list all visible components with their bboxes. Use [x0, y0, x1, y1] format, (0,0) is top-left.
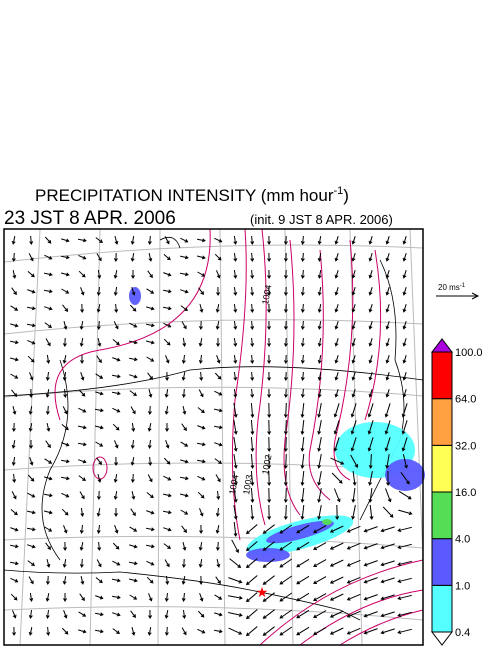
init-time: (init. 9 JST 8 APR. 2006)	[250, 212, 393, 227]
wind-arrows	[9, 235, 413, 637]
lake	[159, 236, 181, 249]
precipitation	[129, 287, 425, 562]
isobar	[283, 239, 301, 516]
colorbar-band	[431, 351, 453, 400]
isobar	[231, 228, 247, 541]
isobar-label: 1004	[227, 474, 240, 495]
title-close: )	[343, 186, 349, 205]
colorbar-label: 32.0	[455, 440, 476, 452]
wind-scale-arrow	[436, 292, 480, 300]
precip-area	[246, 548, 290, 562]
title-text: PRECIPITATION INTENSITY (mm hour	[35, 186, 334, 205]
map-frame	[3, 228, 424, 646]
colorbar-end	[430, 338, 454, 353]
colorbar-band	[431, 584, 453, 633]
wind-scale-label: 20 ms-1	[438, 283, 466, 292]
isobar	[92, 456, 108, 480]
isobar	[333, 239, 354, 481]
colorbar-label: 64.0	[455, 394, 476, 406]
isobar	[364, 249, 382, 421]
border-line	[3, 366, 424, 397]
coastline	[41, 359, 69, 561]
valid-time: 23 JST 8 APR. 2006	[4, 208, 176, 229]
colorbar-band	[431, 491, 453, 540]
colorbar-band	[431, 444, 453, 493]
colorbar-end	[430, 631, 454, 646]
colorbar-label: 16.0	[455, 487, 476, 499]
isobar	[308, 249, 331, 501]
colorbar-label: 4.0	[455, 534, 470, 546]
isobar	[54, 228, 211, 421]
colorbar-band	[431, 538, 453, 586]
map: 1004 1004 1003 1002 ★	[3, 228, 425, 646]
title: PRECIPITATION INTENSITY (mm hour-1)	[35, 185, 349, 205]
isobar-label: 1002	[260, 454, 273, 475]
isobar-label: 1003	[241, 474, 254, 495]
isobar	[259, 559, 424, 646]
wind-arrow-field	[9, 235, 413, 637]
coastline	[3, 569, 361, 621]
title-exponent: -1	[333, 185, 343, 197]
precip-area	[129, 287, 141, 305]
isobars	[54, 228, 424, 646]
colorbar-band	[431, 398, 453, 446]
colorbar-label: 100.0	[455, 347, 483, 359]
latitude-lines	[3, 244, 424, 621]
colorbar-label: 0.4	[455, 627, 470, 639]
location-star: ★	[256, 584, 269, 600]
precip-area	[385, 459, 425, 491]
wind-scale-exponent: -1	[460, 283, 466, 289]
wind-scale-text: 20 ms	[438, 283, 460, 292]
colorbar-label: 1.0	[455, 580, 470, 592]
precip-area	[322, 519, 332, 525]
lat-lon-grid	[3, 228, 424, 646]
isobar	[255, 228, 267, 526]
precip-area	[266, 520, 334, 544]
isobar-label: 1004	[260, 284, 273, 305]
longitude-lines	[19, 228, 424, 646]
colorbar: 0.4 1.0 4.0 16.0 32.0 64.0 100.0	[430, 338, 483, 646]
